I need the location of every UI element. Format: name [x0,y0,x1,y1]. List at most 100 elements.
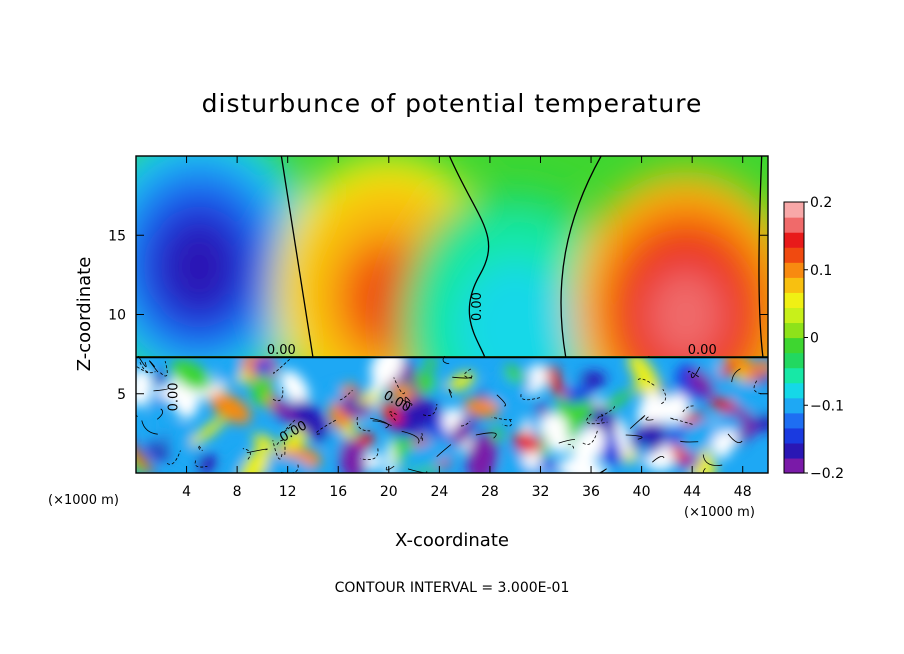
lower-eddy [136,367,153,408]
lower-contour [680,440,699,443]
lower-eddy [558,457,607,473]
lower-contour [586,413,608,425]
colorbar-swatch [784,457,804,474]
lower-contour [246,448,268,454]
lower-eddy [634,370,653,394]
lower-contour [315,419,338,435]
x-tick-label: 32 [532,484,550,500]
lower-contour [637,378,655,386]
colorbar-swatch [784,367,804,384]
contour-interval-text: CONTOUR INTERVAL = 3.000E-01 [335,580,570,596]
lower-eddy [513,431,541,454]
colorbar-tick-label: 0 [810,331,819,347]
lower-contour [502,419,512,427]
lower-eddy [155,386,183,403]
upper-field [136,156,768,356]
lower-contour [629,415,646,429]
y-tick-label: 15 [108,228,126,244]
lower-contour [690,366,701,379]
lower-contour [339,390,353,401]
lower-contour [389,411,398,423]
lower-eddy [716,414,742,437]
lower-contour [582,430,598,445]
lower-contour [141,420,158,435]
lower-eddy [370,356,404,386]
x-end-unit: (×1000 m) [684,505,755,520]
lower-contour [600,406,615,417]
lower-eddy [487,373,507,389]
lower-contour [385,465,395,471]
upper-feature-0 [160,220,239,315]
lower-contour [420,433,423,441]
lower-eddy [719,362,741,377]
contour-label: 0.00 [688,343,717,358]
lower-contour [284,419,296,432]
colorbar-tick-label: 0.1 [810,263,832,279]
x-tick-label: 40 [633,484,651,500]
lower-contour [442,356,450,365]
lower-eddy [224,356,244,386]
lower-eddy [447,372,476,391]
lower-eddy [462,398,501,417]
upper-feature-3 [646,267,725,356]
colorbar-swatch [784,247,804,263]
lower-eddy [339,438,366,473]
lower-eddy [546,365,561,384]
lower-eddy [526,411,542,440]
colorbar-swatch [784,277,804,293]
lower-contour [461,420,471,427]
zero-contour [448,155,490,358]
lower-contour [687,370,700,378]
lower-eddy [547,378,567,398]
lower-contour [166,450,181,465]
lower-eddy [362,452,383,471]
lower-contour [136,415,138,417]
lower-eddy [756,412,768,433]
lower-eddy [564,385,594,404]
upper-field-blur [136,156,768,356]
lower-eddy [615,417,630,457]
heatmap-plot: 0.000.000.000.00 0.000.00 [135,155,769,474]
y-axis-label: Z-coordinate [74,257,95,372]
lower-eddy [693,356,723,387]
lower-contour [356,417,371,432]
lower-eddy [635,444,650,463]
lower-eddy [292,399,329,442]
colorbar-swatch [784,352,804,369]
lower-contour [567,443,575,451]
lower-contour [731,368,741,383]
upper-feature-2 [476,283,555,356]
lower-contour [149,360,159,373]
lower-eddy [386,439,395,473]
lower-field [136,356,768,473]
lower-contour [463,368,474,379]
lower-contour [520,394,541,401]
lower-contour [452,375,473,379]
colorbar: 0.2 0.1 0 −0.1 −0.2 [783,195,844,482]
colorbar-swatch [784,262,804,278]
lower-contour [436,444,452,458]
lower-eddy [252,434,276,452]
lower-contour [272,387,284,402]
lower-eddy [401,440,455,469]
lower-contour [661,388,667,405]
x-tick-label: 36 [582,484,600,500]
lower-contour [153,387,169,392]
lower-eddy [238,446,269,473]
lower-contour [137,356,147,368]
lower-eddy [503,365,524,384]
lower-eddy [435,381,445,396]
lower-contour [652,455,665,463]
lower-eddy [730,381,768,413]
lower-eddy [261,455,313,473]
lower-eddy [380,401,403,426]
lower-eddy [680,419,717,455]
lower-eddy [220,450,244,473]
lower-eddy [328,386,345,404]
x-axis: 4 8 12 16 20 24 28 32 36 40 44 48 [182,156,752,500]
contour-label: 0.00 [167,382,182,411]
chart-title: disturbunce of potential temperature [202,89,703,118]
lower-contour [272,440,283,460]
lower-contour [669,417,694,425]
